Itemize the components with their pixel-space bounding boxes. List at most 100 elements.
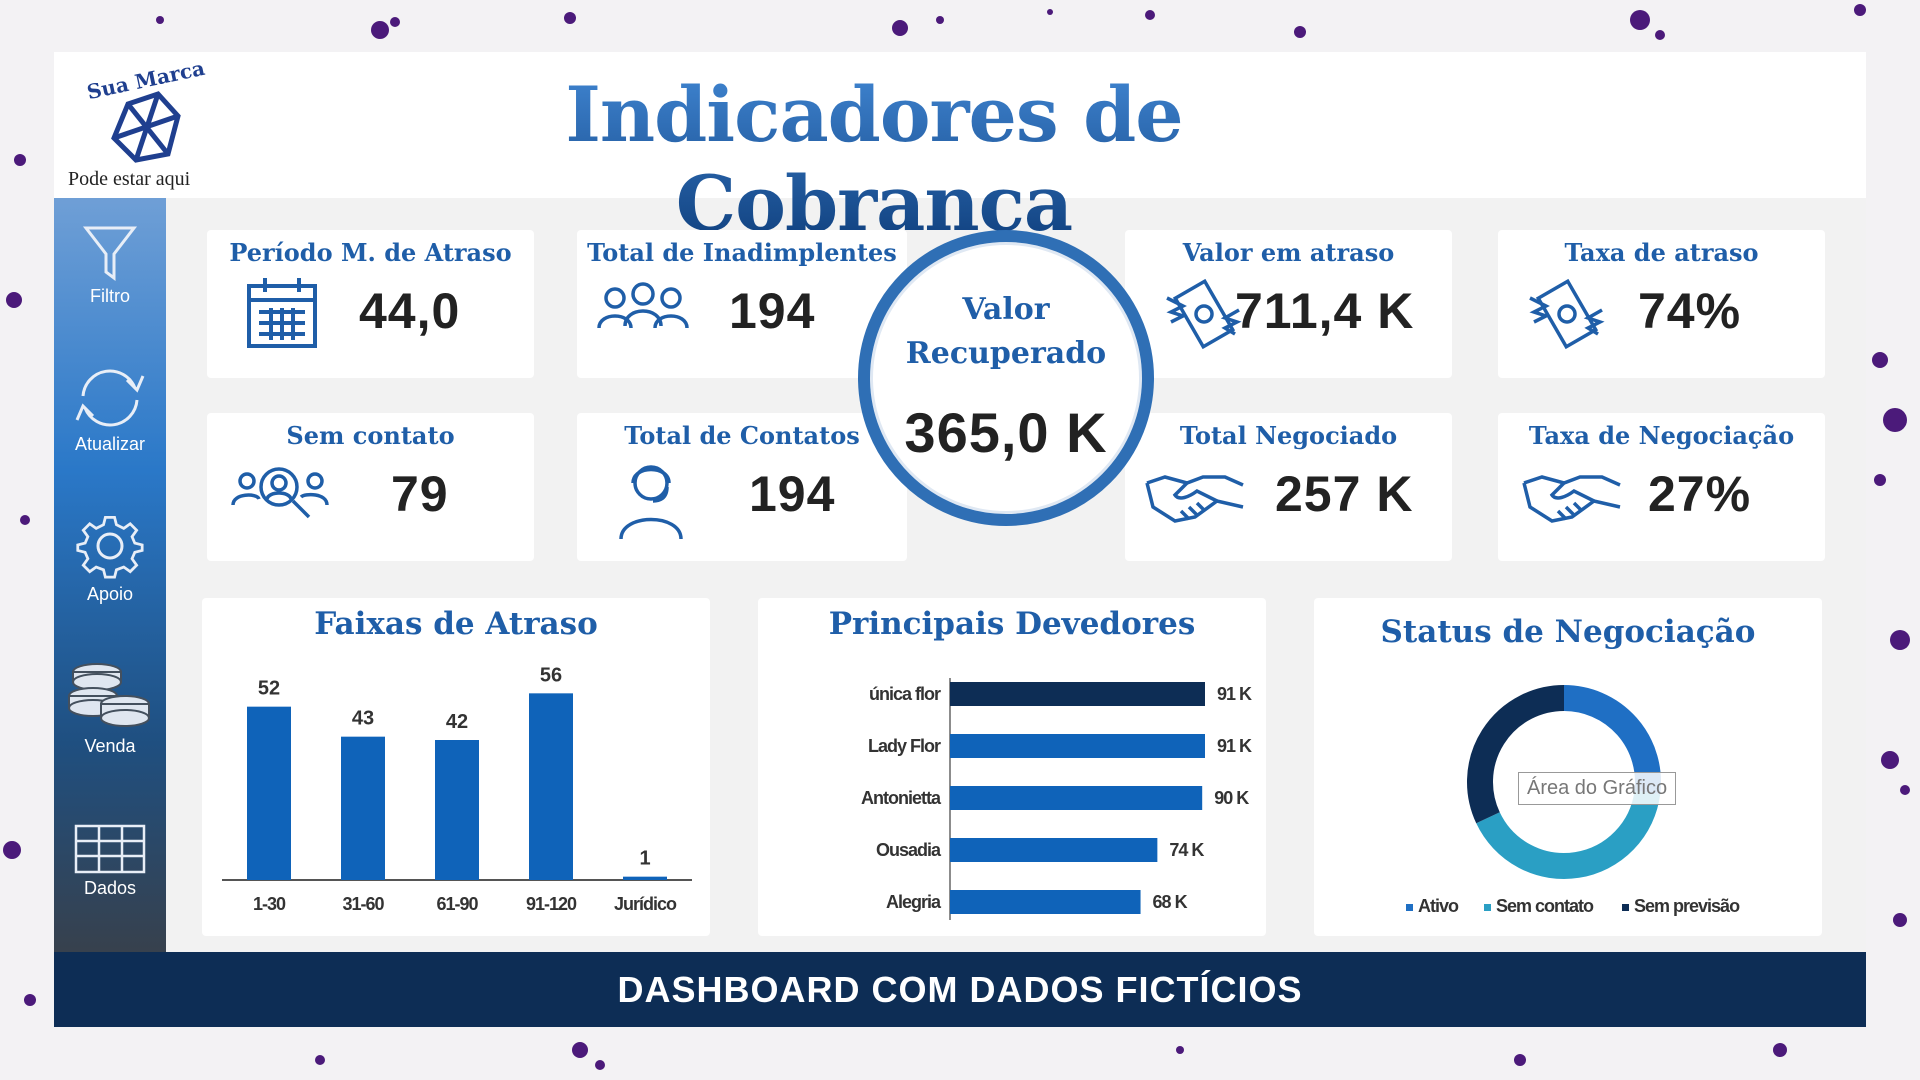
- kpi-sem-contato: Sem contato 79: [207, 413, 534, 561]
- donut-chart: Ativo Sem contato Sem previsão: [1406, 685, 1741, 916]
- calendar-icon: [247, 278, 317, 348]
- kpi-title: Sem contato: [286, 421, 455, 450]
- bar-value-label: 90 K: [1214, 788, 1249, 808]
- filter-icon: [82, 226, 138, 281]
- bar-chart: 52 1-30 43 31-60 42 61-90 56 91-120 1 Jurídico: [222, 664, 692, 914]
- dashboard-frame: Sua Marca Pode estar aqui Indicadores de…: [54, 52, 1866, 1027]
- coins-icon: [68, 663, 150, 727]
- kpi-title: Período M. de Atraso: [229, 238, 512, 267]
- bar: [950, 734, 1205, 758]
- y-tick-label: Antonietta: [861, 788, 942, 808]
- kpi-value: 257 K: [1275, 466, 1414, 522]
- handshake-icon: [1522, 475, 1621, 523]
- ring-title-line1: Valor: [962, 292, 1050, 327]
- handshake-icon: [1145, 475, 1244, 523]
- bar: [950, 838, 1158, 862]
- y-tick-label: única flor: [869, 684, 941, 704]
- kpi-value: 194: [729, 283, 816, 339]
- kpi-title: Taxa de atraso: [1564, 238, 1759, 267]
- kpi-title: Total de Inadimplentes: [587, 238, 897, 267]
- page-title: Indicadores de Cobrança: [424, 70, 1324, 248]
- donut-slice: [1467, 685, 1565, 824]
- flying-money-icon: [1166, 278, 1242, 350]
- x-tick-label: 31-60: [342, 894, 384, 914]
- sidebar-item-apoio[interactable]: Apoio: [54, 510, 166, 630]
- chart-status-negociacao[interactable]: Status de Negociação Ativo Sem contato Sem…: [1314, 598, 1822, 936]
- sidebar-item-label: Filtro: [90, 286, 130, 306]
- sidebar-item-dados[interactable]: Dados: [54, 822, 166, 942]
- kpi-title: Taxa de Negociação: [1528, 421, 1795, 450]
- ring-title: Valor Recuperado: [870, 288, 1142, 376]
- legend-swatch: [1622, 904, 1629, 911]
- kpi-value: 79: [391, 466, 449, 522]
- chart-area-tooltip: Área do Gráfico: [1518, 772, 1677, 805]
- bar: [435, 740, 479, 880]
- sidebar-item-venda[interactable]: Venda: [54, 660, 166, 780]
- table-icon: [74, 824, 146, 874]
- sidebar-item-atualizar[interactable]: Atualizar: [54, 362, 166, 482]
- kpi-total-contatos: Total de Contatos 194: [577, 413, 907, 561]
- sidebar: Filtro Atualizar Apoio: [54, 198, 166, 977]
- user-search-icon: [231, 467, 329, 519]
- sidebar-item-label: Venda: [84, 736, 136, 756]
- bar-value-label: 91 K: [1217, 684, 1252, 704]
- x-tick-label: 91-120: [526, 894, 577, 914]
- kpi-valor-atraso: Valor em atraso 711,4 K: [1125, 230, 1452, 378]
- bar: [341, 736, 385, 880]
- bar: [247, 706, 291, 880]
- cube-logo-icon: [111, 91, 181, 163]
- bar-value-label: 52: [258, 678, 280, 700]
- chart-faixas-atraso[interactable]: Faixas de Atraso 52 1-30 43 31-60 42 61-90 56 9…: [202, 598, 710, 936]
- kpi-title: Total Negociado: [1179, 421, 1398, 450]
- bar-value-label: 1: [639, 848, 650, 870]
- x-tick-label: 61-90: [436, 894, 478, 914]
- ring-value: 365,0 K: [904, 401, 1108, 464]
- bar: [623, 876, 667, 880]
- bar-value-label: 56: [540, 664, 562, 686]
- bar: [950, 682, 1205, 706]
- bar-value-label: 68 K: [1153, 892, 1188, 912]
- sidebar-item-filtro[interactable]: Filtro: [54, 222, 166, 342]
- bar-value-label: 42: [446, 711, 468, 733]
- hbar-chart: única flor 91 K Lady Flor 91 K Antonietta 90 …: [861, 678, 1253, 920]
- bar-value-label: 43: [352, 708, 374, 730]
- chart-principais-devedores[interactable]: Principais Devedores única flor 91 K Lady …: [758, 598, 1266, 936]
- kpi-title: Valor em atraso: [1182, 238, 1395, 267]
- kpi-value: 194: [749, 466, 836, 522]
- bar: [950, 890, 1141, 914]
- footer-banner: DASHBOARD COM DADOS FICTÍCIOS: [54, 952, 1866, 1027]
- kpi-value: 27%: [1648, 466, 1752, 522]
- kpi-title: Total de Contatos: [624, 421, 860, 450]
- flying-money-icon: [1529, 278, 1605, 350]
- kpi-value: 711,4 K: [1235, 283, 1415, 339]
- sidebar-item-label: Dados: [83, 878, 137, 898]
- x-tick-label: Jurídico: [614, 894, 677, 914]
- support-agent-icon: [619, 465, 683, 540]
- kpi-periodo-atraso: Período M. de Atraso 44,0: [207, 230, 534, 378]
- legend-swatch: [1406, 904, 1413, 911]
- logo-subtitle: Pode estar aqui: [68, 168, 191, 190]
- legend-swatch: [1484, 904, 1491, 911]
- legend-label: Ativo: [1418, 896, 1459, 916]
- y-tick-label: Alegria: [886, 892, 942, 912]
- y-tick-label: Ousadia: [876, 840, 942, 860]
- y-tick-label: Lady Flor: [868, 736, 941, 756]
- legend-label: Sem contato: [1496, 896, 1594, 916]
- kpi-total-negociado: Total Negociado 257 K: [1125, 413, 1452, 561]
- bar: [529, 693, 573, 880]
- kpi-value: 74%: [1638, 283, 1742, 339]
- gear-icon: [76, 515, 144, 579]
- header: Sua Marca Pode estar aqui Indicadores de…: [54, 52, 1866, 248]
- bar: [950, 786, 1203, 810]
- brand-logo: Sua Marca Pode estar aqui: [66, 56, 216, 194]
- bar-value-label: 91 K: [1217, 736, 1252, 756]
- chart-title: Status de Negociação: [1380, 614, 1756, 650]
- refresh-icon: [75, 369, 145, 427]
- chart-title: Principais Devedores: [828, 606, 1196, 642]
- bar-value-label: 74 K: [1169, 840, 1204, 860]
- ring-title-line2: Recuperado: [905, 336, 1107, 371]
- valor-recuperado-ring: Valor Recuperado 365,0 K: [858, 230, 1154, 526]
- kpi-total-inadimplentes: Total de Inadimplentes 194: [577, 230, 907, 378]
- group-users-icon: [597, 282, 689, 329]
